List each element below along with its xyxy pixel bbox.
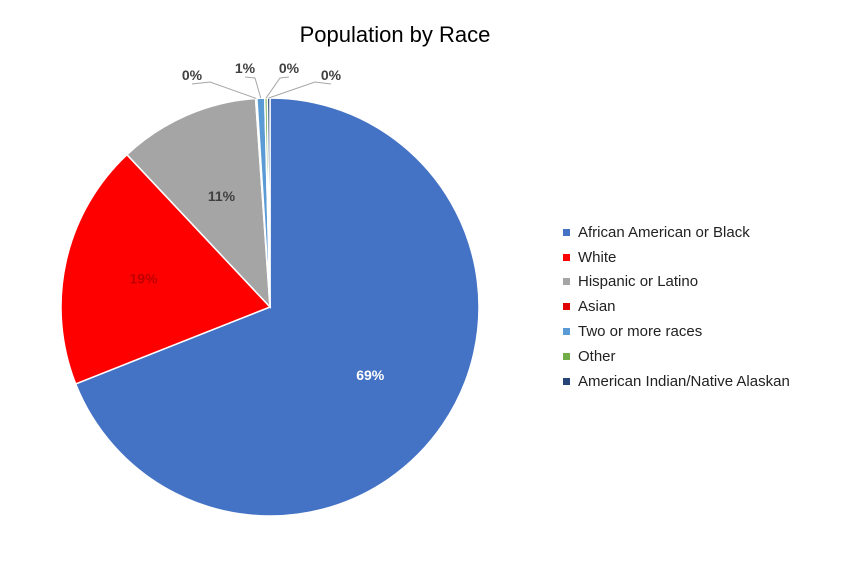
legend-item: African American or Black (563, 220, 790, 245)
legend-swatch (563, 278, 570, 286)
legend: African American or Black White Hispanic o… (563, 220, 790, 394)
legend-swatch (563, 377, 570, 385)
data-label-african-american-or-black: 69% (356, 367, 385, 383)
leader-line (244, 76, 262, 99)
pie-slice-hispanic-or-latino (125, 97, 271, 310)
legend-label: African American or Black (578, 223, 750, 241)
data-label-white: 19% (130, 271, 159, 287)
chart-title: Population by Race (299, 22, 491, 47)
legend-swatch (563, 303, 570, 311)
leader-line (265, 76, 290, 99)
data-label-hispanic-or-latino: 11% (208, 188, 236, 204)
legend-item: American Indian/Native Alaskan (563, 369, 790, 394)
legend-item: Two or more races (563, 319, 790, 344)
data-label-american-indian-native-alaskan: 0% (321, 67, 342, 83)
pie-slice-african-american-or-black (74, 97, 480, 517)
legend-item: Hispanic or Latino (563, 270, 790, 295)
legend-item: Other (563, 344, 790, 369)
legend-swatch (563, 253, 570, 261)
legend-label: Other (578, 347, 616, 365)
data-label-other: 0% (279, 60, 300, 76)
data-label-two-or-more-races: 1% (235, 60, 256, 76)
legend-swatch (563, 352, 570, 360)
leader-line (268, 81, 332, 99)
legend-label: American Indian/Native Alaskan (578, 372, 790, 390)
legend-label: Two or more races (578, 323, 703, 341)
legend-label: Hispanic or Latino (578, 273, 699, 291)
data-label-asian: 0% (182, 67, 203, 83)
legend-swatch (563, 328, 570, 336)
leader-line (191, 81, 257, 99)
legend-item: White (563, 245, 790, 270)
legend-item: Asian (563, 294, 790, 319)
pie-slice-white (60, 153, 272, 385)
legend-label: White (578, 248, 617, 266)
legend-label: Asian (578, 298, 616, 316)
legend-swatch (563, 228, 570, 236)
